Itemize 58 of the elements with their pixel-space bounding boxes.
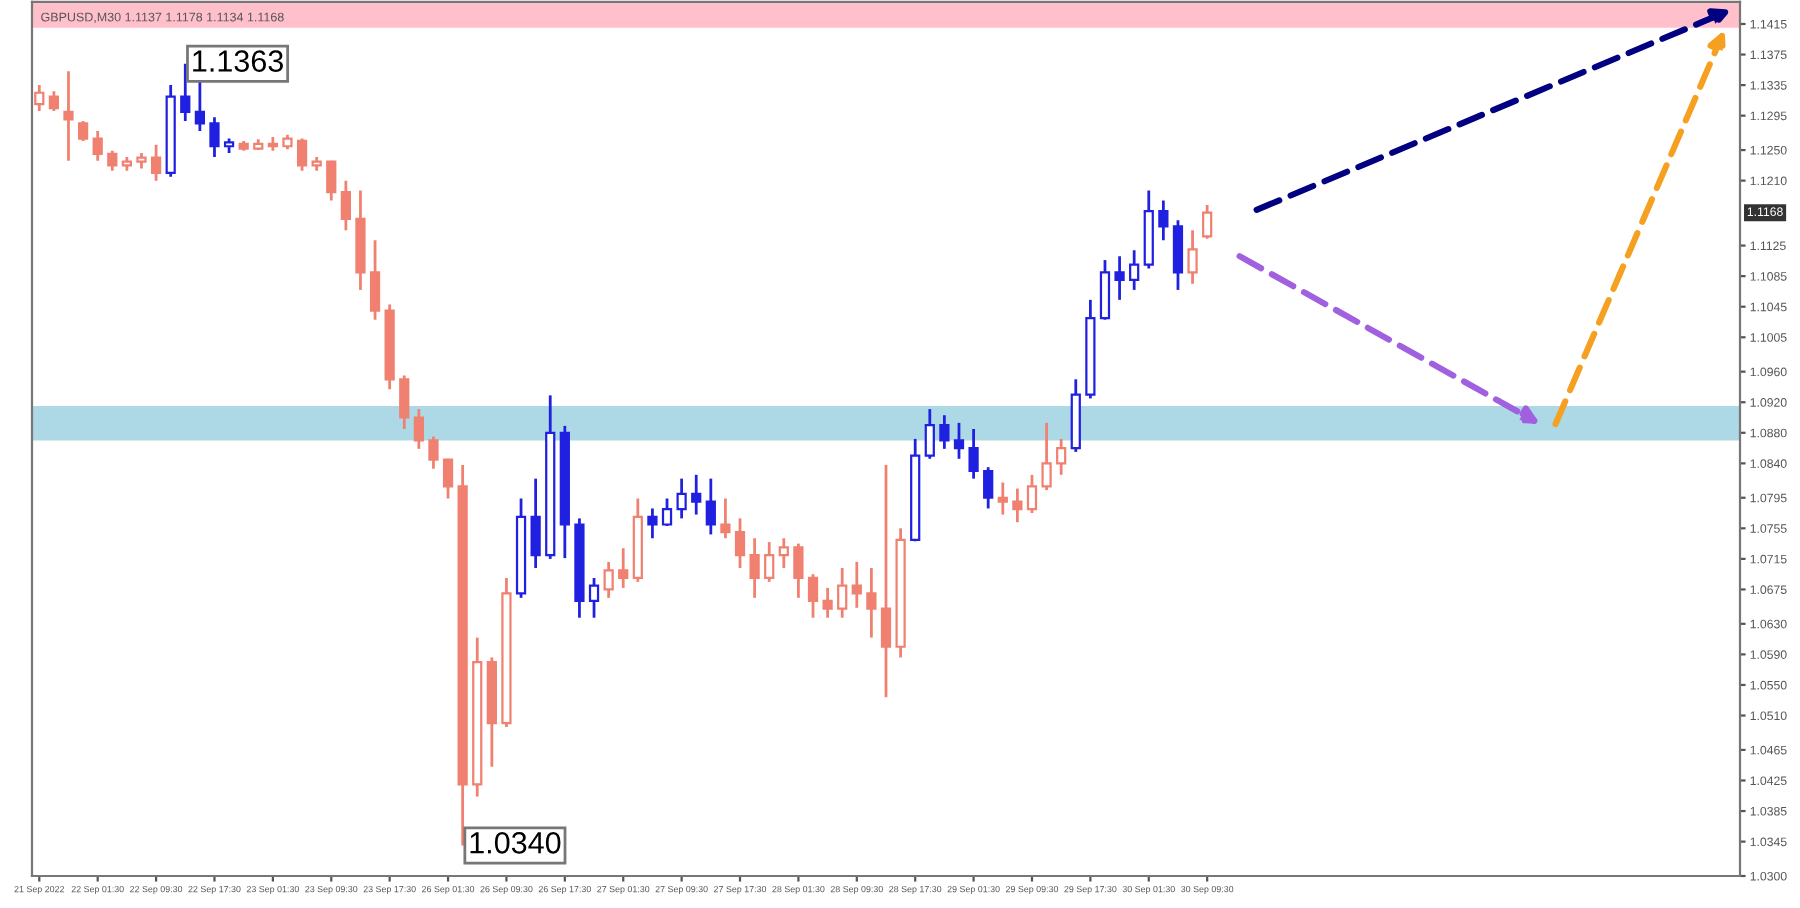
candlestick	[939, 413, 950, 451]
candlestick	[924, 407, 935, 461]
annotation: 1.1363	[193, 50, 283, 72]
candlestick	[530, 477, 541, 570]
candlestick	[296, 137, 308, 173]
candlestick	[48, 89, 60, 113]
candlestick	[1129, 248, 1140, 292]
candlestick	[603, 560, 614, 600]
candlestick	[705, 477, 716, 536]
candlestick	[1026, 473, 1038, 515]
candlestick	[209, 115, 220, 159]
candlestick	[618, 546, 629, 590]
candlestick	[107, 149, 118, 173]
candlestick	[1099, 258, 1111, 322]
candlestick	[676, 477, 687, 520]
candlestick	[793, 542, 804, 600]
candlestick	[1114, 254, 1125, 302]
candlestick	[588, 576, 600, 620]
candlestick	[92, 129, 103, 163]
candlestick	[63, 69, 74, 163]
candlestick	[428, 435, 439, 471]
candlestick	[399, 374, 410, 431]
candlestick	[413, 407, 424, 451]
candlestick	[180, 62, 191, 123]
candlestick	[764, 540, 775, 584]
candlestick	[326, 159, 337, 202]
candlestick	[661, 497, 673, 528]
candlestick	[1158, 199, 1169, 242]
candlestick	[1012, 487, 1023, 524]
candlestick	[778, 536, 789, 570]
candlestick	[749, 536, 760, 600]
candlestick	[720, 497, 731, 540]
candlestick	[34, 83, 45, 113]
candlestick	[77, 119, 89, 143]
candlestick	[369, 238, 381, 322]
candlestick	[1041, 421, 1052, 492]
candlestick	[734, 516, 746, 570]
candlestick	[1172, 218, 1184, 292]
candlestick	[194, 79, 205, 133]
candlestick	[983, 465, 994, 510]
candlestick	[837, 566, 848, 620]
candlestick	[851, 560, 862, 610]
candlestick	[866, 566, 877, 639]
candlestick	[1202, 203, 1213, 241]
candlestick	[968, 427, 979, 481]
candlestick	[150, 143, 162, 183]
candlestick	[997, 481, 1008, 516]
candlestick	[1187, 228, 1198, 286]
candlestick	[953, 421, 965, 461]
candlestick	[691, 473, 702, 516]
candlestick	[1056, 437, 1067, 477]
candlestick	[807, 572, 819, 620]
candlestick	[880, 463, 892, 699]
candlestick	[340, 179, 351, 232]
candlestick	[647, 507, 658, 540]
candlestick	[442, 457, 454, 500]
annotation: 1.0340	[470, 832, 561, 854]
candlestick	[822, 586, 833, 620]
